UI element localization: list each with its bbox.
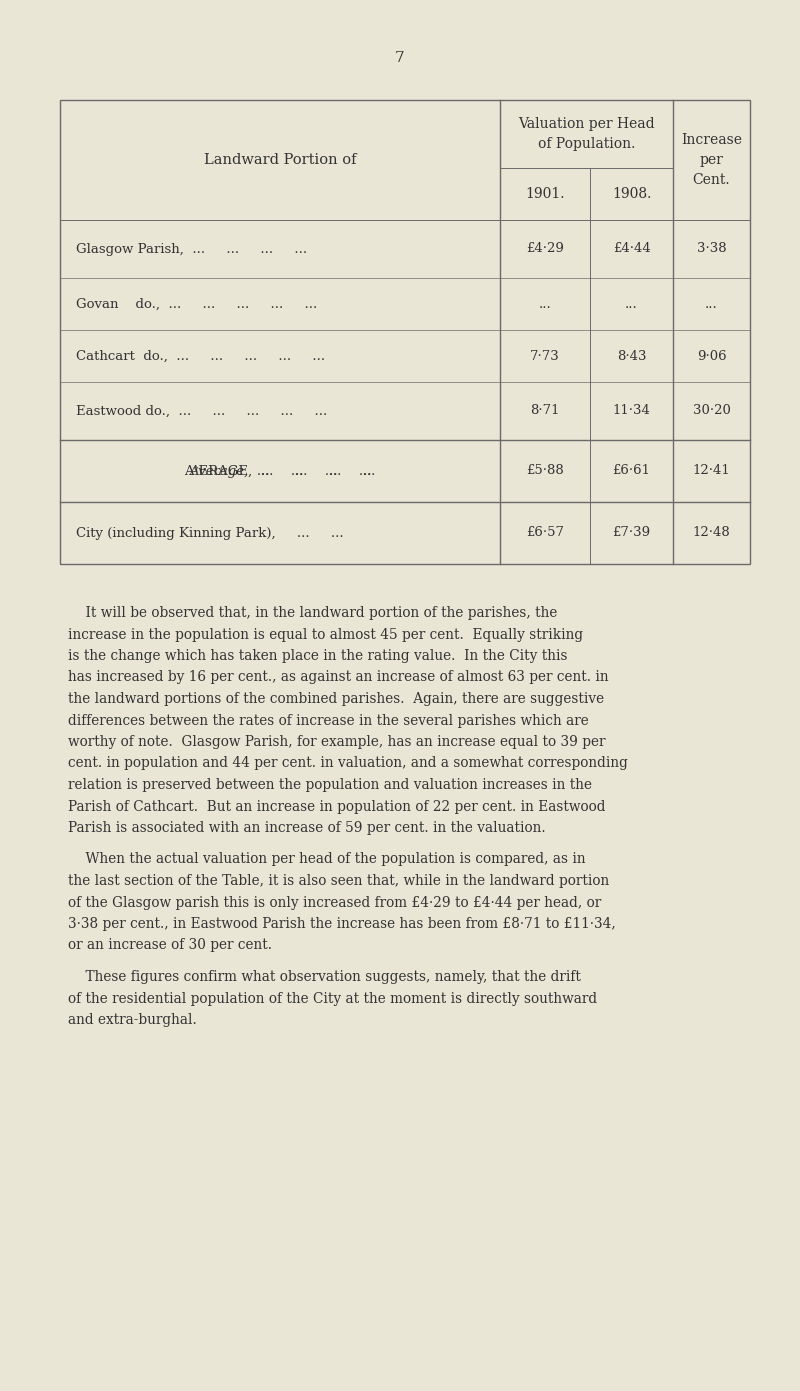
Text: City (including Kinning Park),     ...     ...: City (including Kinning Park), ... ...: [76, 527, 344, 540]
Text: 1908.: 1908.: [612, 186, 651, 202]
Text: of the residential population of the City at the moment is directly southward: of the residential population of the Cit…: [68, 992, 597, 1006]
Text: or an increase of 30 per cent.: or an increase of 30 per cent.: [68, 939, 272, 953]
Text: These figures confirm what observation suggests, namely, that the drift: These figures confirm what observation s…: [68, 970, 581, 983]
Text: £4·44: £4·44: [613, 242, 650, 256]
Text: Parish of Cathcart.  But an increase in population of 22 per cent. in Eastwood: Parish of Cathcart. But an increase in p…: [68, 800, 606, 814]
Text: the landward portions of the combined parishes.  Again, there are suggestive: the landward portions of the combined pa…: [68, 691, 604, 707]
Text: Landward Portion of: Landward Portion of: [204, 153, 356, 167]
Text: 11·34: 11·34: [613, 405, 650, 417]
Text: Parish is associated with an increase of 59 per cent. in the valuation.: Parish is associated with an increase of…: [68, 821, 546, 835]
Text: increase in the population is equal to almost 45 per cent.  Equally striking: increase in the population is equal to a…: [68, 627, 583, 641]
Text: ...: ...: [625, 298, 638, 310]
Text: and extra-burghal.: and extra-burghal.: [68, 1013, 197, 1027]
Text: Average,  ...     ...     ...     ...: Average, ... ... ... ...: [189, 465, 371, 477]
Text: 1901.: 1901.: [526, 186, 565, 202]
Text: AᵛERAGE,  ...     ...     ...     ...: AᵛERAGE, ... ... ... ...: [184, 465, 376, 477]
Text: Glasgow Parish,  ...     ...     ...     ...: Glasgow Parish, ... ... ... ...: [76, 242, 307, 256]
Text: 30·20: 30·20: [693, 405, 730, 417]
Text: worthy of note.  Glasgow Parish, for example, has an increase equal to 39 per: worthy of note. Glasgow Parish, for exam…: [68, 734, 606, 748]
Text: cent. in population and 44 per cent. in valuation, and a somewhat corresponding: cent. in population and 44 per cent. in …: [68, 757, 628, 771]
Text: Cathcart  do.,  ...     ...     ...     ...     ...: Cathcart do., ... ... ... ... ...: [76, 349, 325, 363]
Bar: [60, 100, 750, 563]
Text: Eastwood do.,  ...     ...     ...     ...     ...: Eastwood do., ... ... ... ... ...: [76, 405, 327, 417]
Text: £7·39: £7·39: [613, 527, 650, 540]
Text: of the Glasgow parish this is only increased from £4·29 to £4·44 per head, or: of the Glasgow parish this is only incre…: [68, 896, 602, 910]
Text: £6·61: £6·61: [613, 465, 650, 477]
Text: ...: ...: [705, 298, 718, 310]
Text: relation is preserved between the population and valuation increases in the: relation is preserved between the popula…: [68, 778, 592, 791]
Text: the last section of the Table, it is also seen that, while in the landward porti: the last section of the Table, it is als…: [68, 874, 610, 887]
Text: 7·73: 7·73: [530, 349, 560, 363]
Text: 8·71: 8·71: [530, 405, 560, 417]
Text: ...: ...: [538, 298, 551, 310]
Text: is the change which has taken place in the rating value.  In the City this: is the change which has taken place in t…: [68, 650, 567, 664]
Text: Increase
per
Cent.: Increase per Cent.: [681, 134, 742, 186]
Text: 7: 7: [395, 51, 405, 65]
Text: 12·48: 12·48: [693, 527, 730, 540]
Text: Govan    do.,  ...     ...     ...     ...     ...: Govan do., ... ... ... ... ...: [76, 298, 318, 310]
Text: £6·57: £6·57: [526, 527, 564, 540]
Text: 8·43: 8·43: [617, 349, 646, 363]
Text: differences between the rates of increase in the several parishes which are: differences between the rates of increas…: [68, 714, 589, 727]
Text: 3·38 per cent., in Eastwood Parish the increase has been from £8·71 to £11·34,: 3·38 per cent., in Eastwood Parish the i…: [68, 917, 616, 931]
Text: £4·29: £4·29: [526, 242, 564, 256]
Text: 12·41: 12·41: [693, 465, 730, 477]
Text: Valuation per Head
of Population.: Valuation per Head of Population.: [518, 117, 655, 150]
Text: £5·88: £5·88: [526, 465, 564, 477]
Text: When the actual valuation per head of the population is compared, as in: When the actual valuation per head of th…: [68, 853, 586, 867]
Text: has increased by 16 per cent., as against an increase of almost 63 per cent. in: has increased by 16 per cent., as agains…: [68, 670, 609, 684]
Text: 3·38: 3·38: [697, 242, 726, 256]
Text: It will be observed that, in the landward portion of the parishes, the: It will be observed that, in the landwar…: [68, 606, 558, 620]
Text: 9·06: 9·06: [697, 349, 726, 363]
